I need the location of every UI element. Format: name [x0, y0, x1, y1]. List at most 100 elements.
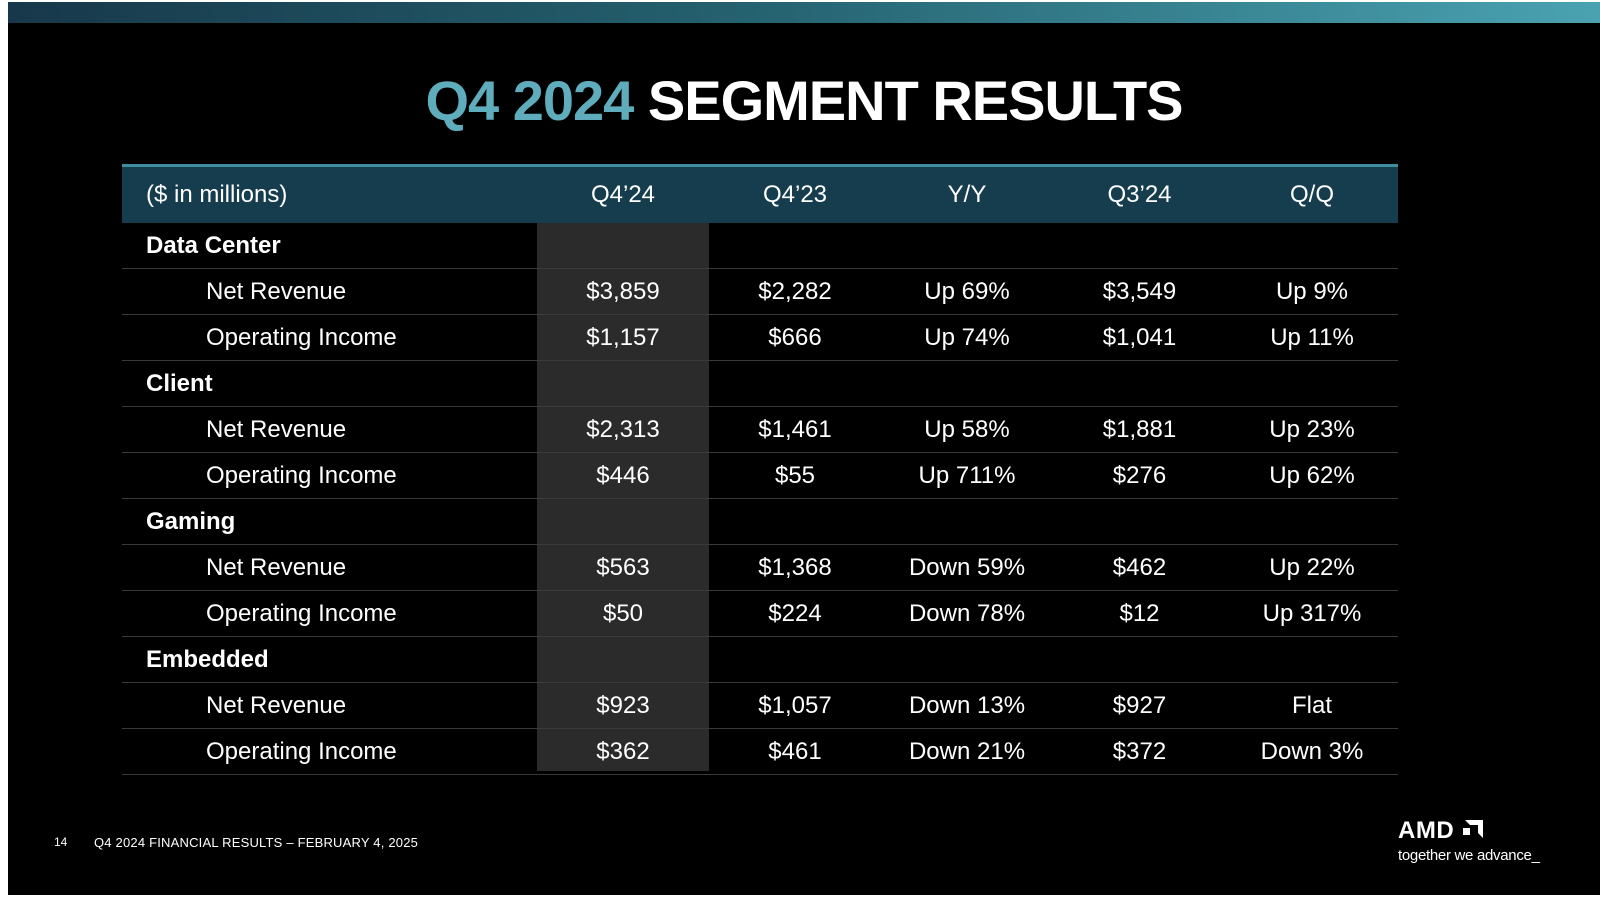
cell-q4-23: $224 [709, 590, 881, 637]
table-row: Operating Income $1,157 $666 Up 74% $1,041 Up… [122, 314, 1398, 361]
segment-name: Client [122, 360, 537, 407]
header-qq: Q/Q [1226, 164, 1398, 223]
empty-cell [1226, 636, 1398, 683]
cell-qq: Up 11% [1226, 314, 1398, 361]
cell-qq: Up 317% [1226, 590, 1398, 637]
cell-q4-23: $55 [709, 452, 881, 499]
cell-q3-24: $276 [1053, 452, 1226, 499]
table-row: Net Revenue $563 $1,368 Down 59% $462 Up 22% [122, 544, 1398, 591]
cell-qq: Up 22% [1226, 544, 1398, 591]
cell-qq: Up 62% [1226, 452, 1398, 499]
empty-cell [709, 498, 881, 545]
header-yy: Y/Y [881, 164, 1053, 223]
metric-label: Operating Income [122, 314, 537, 361]
empty-cell [1053, 636, 1226, 683]
cell-qq: Up 23% [1226, 406, 1398, 453]
cell-q4-23: $1,461 [709, 406, 881, 453]
cell-yy: Down 21% [881, 728, 1053, 775]
cell-q4-24: $446 [537, 452, 709, 499]
cell-q4-24: $3,859 [537, 268, 709, 315]
amd-logo: AMD together we advance_ [1398, 818, 1568, 868]
cell-yy: Up 58% [881, 406, 1053, 453]
cell-q4-24: $1,157 [537, 314, 709, 361]
table-row: Net Revenue $923 $1,057 Down 13% $927 Flat [122, 682, 1398, 729]
cell-yy: Up 74% [881, 314, 1053, 361]
top-accent-band [8, 2, 1600, 23]
header-units: ($ in millions) [122, 164, 537, 223]
empty-cell [881, 636, 1053, 683]
table-header-row: ($ in millions) Q4’24 Q4’23 Y/Y Q3’24 Q/… [122, 164, 1398, 223]
cell-q3-24: $372 [1053, 728, 1226, 775]
header-q3-24: Q3’24 [1053, 164, 1226, 223]
cell-yy: Down 13% [881, 682, 1053, 729]
logo-wordmark: AMD [1398, 817, 1455, 844]
table-row: Net Revenue $3,859 $2,282 Up 69% $3,549 Up 9% [122, 268, 1398, 315]
cell-q4-24: $2,313 [537, 406, 709, 453]
cell-yy: Up 711% [881, 452, 1053, 499]
title-main: SEGMENT RESULTS [647, 69, 1184, 132]
cell-qq: Flat [1226, 682, 1398, 729]
empty-cell [1226, 223, 1398, 269]
slide: Q4 2024 SEGMENT RESULTS ($ in millions) … [8, 2, 1600, 895]
table-row: Operating Income $446 $55 Up 711% $276 Up 62% [122, 452, 1398, 499]
footer-text: Q4 2024 FINANCIAL RESULTS – FEBRUARY 4, … [94, 835, 419, 850]
empty-cell [537, 498, 709, 545]
empty-cell [537, 223, 709, 269]
table-body: Data Center Net Revenue $3,859 $2,282 Up 69%… [122, 223, 1398, 775]
cell-q4-23: $2,282 [709, 268, 881, 315]
page-number: 14 [54, 835, 68, 849]
metric-label: Net Revenue [122, 268, 537, 315]
metric-label: Net Revenue [122, 406, 537, 453]
segment-name: Embedded [122, 636, 537, 683]
cell-qq: Up 9% [1226, 268, 1398, 315]
empty-cell [709, 636, 881, 683]
empty-cell [709, 360, 881, 407]
empty-cell [881, 223, 1053, 269]
cell-q4-24: $923 [537, 682, 709, 729]
cell-q4-24: $563 [537, 544, 709, 591]
empty-cell [709, 223, 881, 269]
metric-label: Operating Income [122, 452, 537, 499]
cell-qq: Down 3% [1226, 728, 1398, 775]
segment-name: Data Center [122, 223, 537, 269]
cell-q4-23: $1,057 [709, 682, 881, 729]
header-q4-24: Q4’24 [537, 164, 709, 223]
cell-q3-24: $12 [1053, 590, 1226, 637]
cell-yy: Down 59% [881, 544, 1053, 591]
empty-cell [1053, 360, 1226, 407]
segment-row: Embedded [122, 636, 1398, 683]
cell-yy: Down 78% [881, 590, 1053, 637]
segment-row: Data Center [122, 223, 1398, 269]
table-row: Net Revenue $2,313 $1,461 Up 58% $1,881 Up 23… [122, 406, 1398, 453]
segment-row: Client [122, 360, 1398, 407]
cell-q4-23: $1,368 [709, 544, 881, 591]
amd-arrow-icon [1462, 820, 1483, 838]
empty-cell [1226, 360, 1398, 407]
table-row: Operating Income $50 $224 Down 78% $12 Up 317… [122, 590, 1398, 637]
cell-q3-24: $927 [1053, 682, 1226, 729]
segment-row: Gaming [122, 498, 1398, 545]
metric-label: Net Revenue [122, 544, 537, 591]
slide-title: Q4 2024 SEGMENT RESULTS [8, 66, 1600, 136]
cell-q3-24: $1,041 [1053, 314, 1226, 361]
cell-q3-24: $1,881 [1053, 406, 1226, 453]
cell-q4-23: $666 [709, 314, 881, 361]
metric-label: Operating Income [122, 728, 537, 775]
title-accent: Q4 2024 [425, 69, 634, 132]
header-q4-23: Q4’23 [709, 164, 881, 223]
segment-name: Gaming [122, 498, 537, 545]
empty-cell [537, 360, 709, 407]
metric-label: Operating Income [122, 590, 537, 637]
empty-cell [881, 498, 1053, 545]
cell-q4-24: $50 [537, 590, 709, 637]
empty-cell [881, 360, 1053, 407]
segment-results-table: ($ in millions) Q4’24 Q4’23 Y/Y Q3’24 Q/… [122, 164, 1398, 775]
cell-q4-24: $362 [537, 728, 709, 775]
table-row: Operating Income $362 $461 Down 21% $372 Down… [122, 728, 1398, 775]
empty-cell [1226, 498, 1398, 545]
cell-yy: Up 69% [881, 268, 1053, 315]
empty-cell [537, 636, 709, 683]
logo-tagline: together we advance_ [1398, 847, 1540, 864]
empty-cell [1053, 498, 1226, 545]
segment-results-table-wrap: ($ in millions) Q4’24 Q4’23 Y/Y Q3’24 Q/… [122, 164, 1398, 775]
